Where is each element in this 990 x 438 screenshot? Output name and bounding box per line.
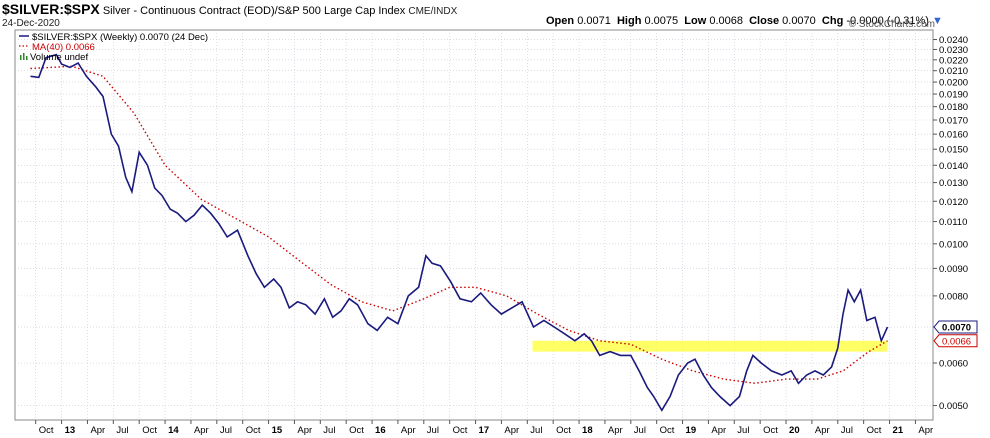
y-tick-label: 0.0230 xyxy=(939,45,968,56)
y-tick-label: 0.0200 xyxy=(939,78,968,89)
y-tick-label: 0.0110 xyxy=(939,217,967,228)
y-tick-label: 0.0170 xyxy=(939,115,968,126)
x-tick-label: Apr xyxy=(711,425,726,436)
x-tick-label: Jul xyxy=(530,425,542,436)
last-value-tag xyxy=(933,320,978,334)
x-tick-label: Apr xyxy=(401,425,416,436)
x-tick-label: Jul xyxy=(841,425,853,436)
date-label: 24-Dec-2020 xyxy=(2,18,60,29)
y-tick-label: 0.0150 xyxy=(939,145,968,156)
x-tick-label: Oct xyxy=(349,425,364,436)
last-value-label: 0.0070 xyxy=(942,323,971,334)
x-tick-label: 15 xyxy=(272,425,283,436)
x-tick-label: Oct xyxy=(453,425,468,436)
symbol-title: $SILVER:$SPX xyxy=(2,1,100,17)
x-tick-label: Apr xyxy=(194,425,209,436)
exchange-label: CME/INDX xyxy=(408,6,458,17)
close-label: Close xyxy=(749,15,780,27)
x-tick-label: Apr xyxy=(90,425,105,436)
grid xyxy=(14,29,934,421)
legend-volume: Volume undef xyxy=(30,52,88,63)
x-tick-label: 14 xyxy=(168,425,179,436)
x-tick-label: Apr xyxy=(297,425,312,436)
x-tick-label: Oct xyxy=(660,425,675,436)
highlight-band xyxy=(532,340,888,352)
close-value: 0.0070 xyxy=(782,15,816,27)
y-tick-label: 0.0240 xyxy=(939,35,968,46)
x-tick-label: Apr xyxy=(504,425,519,436)
x-tick-label: Apr xyxy=(815,425,830,436)
x-tick-label: 21 xyxy=(893,425,904,436)
watermark: © StockCharts.com xyxy=(849,19,935,30)
y-tick-label: 0.0160 xyxy=(939,130,968,141)
x-tick-label: Jul xyxy=(427,425,439,436)
x-tick-label: Apr xyxy=(918,425,933,436)
y-tick-label: 0.0220 xyxy=(939,55,968,66)
x-tick-label: 16 xyxy=(375,425,386,436)
y-tick-label: 0.0100 xyxy=(939,239,968,250)
x-tick-label: 18 xyxy=(582,425,593,436)
x-tick-label: Oct xyxy=(763,425,778,436)
x-tick-label: Jul xyxy=(220,425,232,436)
x-tick-label: Oct xyxy=(556,425,571,436)
x-tick-label: 13 xyxy=(65,425,76,436)
dropdown-arrow-icon[interactable]: ▼ xyxy=(931,15,943,27)
x-tick-label: Jul xyxy=(737,425,749,436)
x-axis: Oct 13 Apr Jul Oct 14 Apr Jul Oct 15 Apr Jul Oct 16 Ap… xyxy=(35,420,933,436)
y-tick-label: 0.0060 xyxy=(939,359,968,370)
y-tick-label: 0.0080 xyxy=(939,291,968,302)
last-value-tag xyxy=(933,334,978,348)
ma-line xyxy=(30,65,888,385)
x-tick-label: Apr xyxy=(608,425,623,436)
x-tick-label: 17 xyxy=(479,425,490,436)
legend-ma: MA(40) 0.0066 xyxy=(32,42,95,53)
last-value-labels: 0.0070 0.0066 xyxy=(933,320,978,348)
chart-header: $SILVER:$SPX Silver - Continuous Contrac… xyxy=(2,1,457,17)
legend-price: $SILVER:$SPX (Weekly) 0.0070 (24 Dec) xyxy=(32,32,208,43)
low-value: 0.0068 xyxy=(709,15,743,27)
y-tick-label: 0.0090 xyxy=(939,264,968,275)
plot-frame xyxy=(14,29,934,421)
y-tick-label: 0.0180 xyxy=(939,102,968,113)
y-tick-label: 0.0190 xyxy=(939,90,968,101)
high-value: 0.0075 xyxy=(644,15,679,27)
open-label: Open xyxy=(546,15,575,27)
low-label: Low xyxy=(684,15,707,27)
x-tick-label: Oct xyxy=(867,425,882,436)
x-tick-label: Jul xyxy=(634,425,646,436)
x-tick-label: Jul xyxy=(323,425,335,436)
y-tick-label: 0.0140 xyxy=(939,161,968,172)
volume-icon xyxy=(20,53,28,60)
y-tick-label: 0.0050 xyxy=(939,401,968,412)
price-line xyxy=(30,53,889,412)
y-tick-label: 0.0210 xyxy=(939,66,968,77)
x-tick-label: Oct xyxy=(246,425,261,436)
chg-label: Chg xyxy=(821,15,844,27)
y-tick-label: 0.0130 xyxy=(939,178,968,189)
x-tick-label: Jul xyxy=(116,425,128,436)
y-axis: 0.0050 0.0060 0.0070 0.0080 0.0090 0.0100 0.01… xyxy=(933,35,968,412)
last-value-label: 0.0066 xyxy=(942,336,971,347)
x-tick-label: 19 xyxy=(686,425,697,436)
x-tick-label: 20 xyxy=(789,425,800,436)
open-value: 0.0071 xyxy=(577,15,611,27)
high-label: High xyxy=(616,15,642,27)
y-tick-label: 0.0120 xyxy=(939,197,968,208)
symbol-description: Silver - Continuous Contract (EOD)/S&P 5… xyxy=(102,5,406,17)
ohlc-readout: Open 0.0071 High 0.0075 Low 0.0068 Close… xyxy=(546,15,943,27)
chg-value: -0.0000 (-0.31%) xyxy=(846,15,929,27)
x-tick-label: Oct xyxy=(142,425,157,436)
x-tick-label: Oct xyxy=(39,425,54,436)
